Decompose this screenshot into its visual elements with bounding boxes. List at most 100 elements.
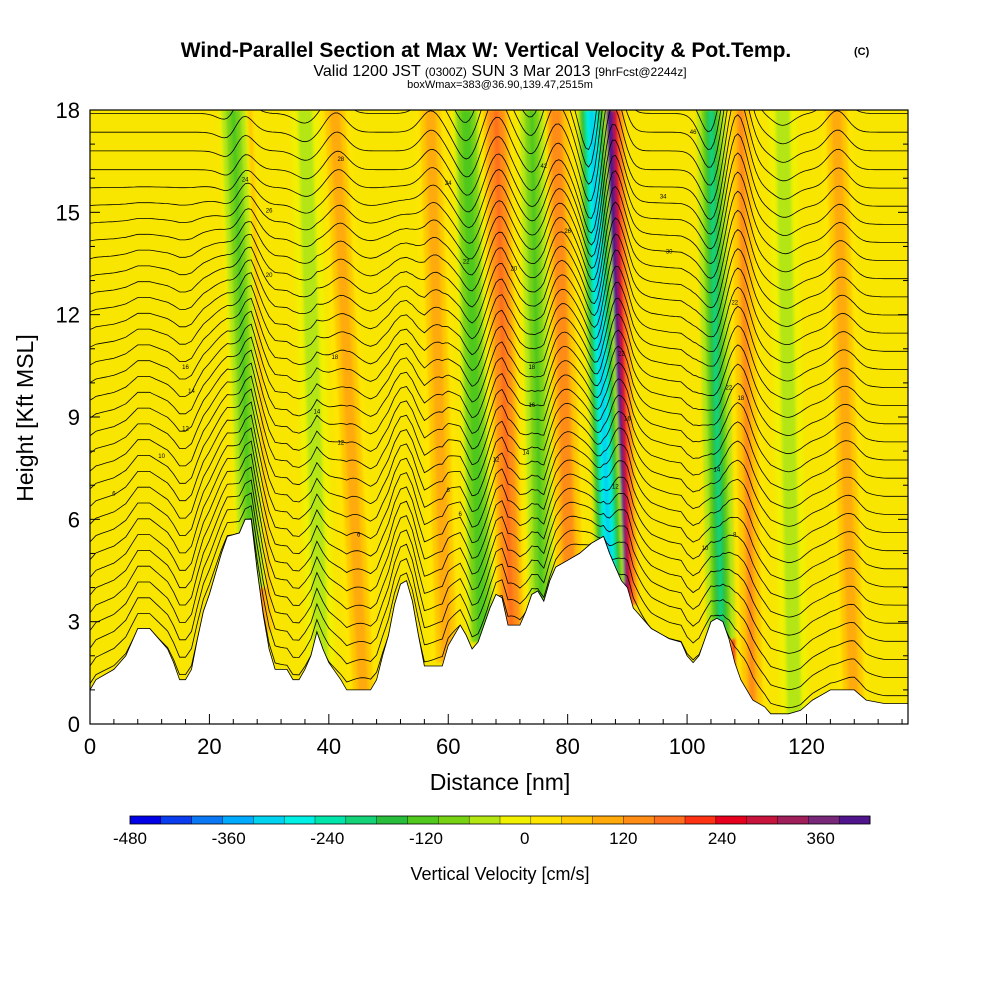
theta-contour: [90, 505, 908, 672]
colorbar-tick-label: -120: [409, 829, 443, 848]
contour-label: 24: [242, 178, 249, 184]
colorbar-tick-label: 0: [520, 829, 529, 848]
theta-contour: [90, 233, 908, 327]
colorbar-swatch: [160, 816, 193, 824]
theta-contour: [90, 427, 908, 564]
theta-contour: [90, 388, 908, 509]
contour-label: 30: [666, 249, 673, 255]
contour-label: 12: [493, 457, 500, 463]
contour-label: 14: [714, 468, 721, 474]
colorbar: -480 -360 -240 -120 0 120 240 360: [113, 815, 871, 848]
theta-contour: [90, 133, 908, 246]
contour-label: 26: [266, 208, 273, 214]
contour-label: 10: [158, 454, 165, 460]
colorbar-swatch: [191, 816, 223, 824]
theta-contour: [90, 185, 908, 281]
theta-contour: [90, 170, 908, 269]
y-tick-label: 9: [68, 405, 80, 430]
contour-label: 14: [523, 451, 530, 457]
contour-label: 22: [618, 352, 625, 358]
contour-label: 20: [511, 266, 518, 272]
x-tick-label: 20: [197, 734, 221, 759]
theta-contour: [90, 313, 908, 418]
contour-label: 10: [702, 546, 709, 552]
contour-label: 6: [112, 492, 116, 498]
colorbar-swatch: [222, 816, 254, 824]
theta-contour: [90, 217, 908, 309]
contour-label: 14: [188, 389, 195, 395]
w-band: [427, 110, 449, 663]
colorbar-title: Vertical Velocity [cm/s]: [410, 864, 589, 884]
x-tick-label: 80: [555, 734, 579, 759]
colorbar-tick-label: -480: [113, 829, 147, 848]
x-tick-label: 40: [317, 734, 341, 759]
y-axis-label: Height [Kft MSL]: [12, 334, 38, 501]
theta-contour: [90, 249, 908, 345]
plot-area: 6 10 12 14 16 18 14 12 8 6 6 20 26 24 28 24 22 20 18 16 12 14…: [90, 110, 908, 724]
contour-label: 28: [337, 157, 344, 163]
colorbar-swatch: [685, 816, 717, 824]
theta-contour: [90, 518, 908, 691]
w-band: [606, 110, 627, 605]
contour-label: 8: [733, 532, 737, 538]
colorbar-swatch: [253, 816, 285, 824]
theta-contour: [90, 492, 908, 654]
contour-label: 20: [266, 273, 273, 279]
x-axis-label: Distance [nm]: [430, 769, 571, 795]
theta-contour: [90, 329, 908, 437]
colorbar-swatch: [839, 816, 871, 824]
theta-contour: [90, 110, 908, 185]
y-axis: 0 3 6 9 12 15 18: [56, 98, 908, 737]
theta-contour: [90, 440, 908, 582]
theta-contour: [90, 201, 908, 294]
contour-label: 46: [690, 130, 697, 136]
colorbar-swatch: [623, 816, 655, 824]
colorbar-tick-label: 120: [609, 829, 637, 848]
w-band: [553, 110, 572, 574]
contour-label: 22: [463, 260, 470, 266]
theta-contour: [90, 114, 908, 234]
w-band: [529, 110, 545, 619]
contour-label: 16: [528, 403, 535, 409]
x-tick-label: 60: [436, 734, 460, 759]
y-tick-label: 3: [68, 610, 80, 635]
colorbar-swatch: [808, 816, 840, 824]
colorbar-swatch: [530, 816, 563, 824]
valid-time-subtitle: Valid 1200 JST (0300Z) SUN 3 Mar 2013 [9…: [313, 63, 686, 80]
theta-contour: [90, 466, 908, 618]
colorbar-swatch: [315, 816, 347, 824]
colorbar-swatch: [345, 816, 378, 824]
theta-contour: [90, 414, 908, 545]
colorbar-swatch: [130, 816, 162, 824]
colorbar-swatch: [438, 816, 470, 824]
theta-contour: [90, 479, 908, 636]
contour-label: 34: [660, 195, 667, 201]
contour-label: 8: [447, 488, 451, 494]
x-tick-label: 0: [84, 734, 96, 759]
theta-contour: [90, 361, 908, 473]
theta-contour: [90, 265, 908, 364]
potential-temperature-contours: [90, 110, 908, 709]
w-band: [589, 110, 613, 585]
theta-contour: [90, 375, 908, 491]
contour-label: 22: [731, 300, 738, 306]
contour-label: 14: [314, 410, 321, 416]
contour-label: 16: [182, 365, 189, 371]
y-tick-label: 15: [56, 200, 80, 225]
colorbar-swatch: [284, 816, 316, 824]
y-tick-label: 18: [56, 98, 80, 123]
contour-label: 16: [624, 416, 631, 422]
copyright-mark: (C): [854, 46, 870, 58]
vertical-velocity-field: [219, 110, 870, 724]
theta-contour: [90, 281, 908, 382]
colorbar-swatch: [407, 816, 439, 824]
y-tick-label: 12: [56, 303, 80, 328]
contour-label: 6: [357, 532, 361, 538]
contour-label: 24: [445, 181, 452, 187]
contour-label: 26: [564, 229, 571, 235]
colorbar-tick-label: -360: [212, 829, 246, 848]
theta-contour: [90, 297, 908, 400]
colorbar-swatch: [500, 816, 532, 824]
y-tick-label: 0: [68, 712, 80, 737]
